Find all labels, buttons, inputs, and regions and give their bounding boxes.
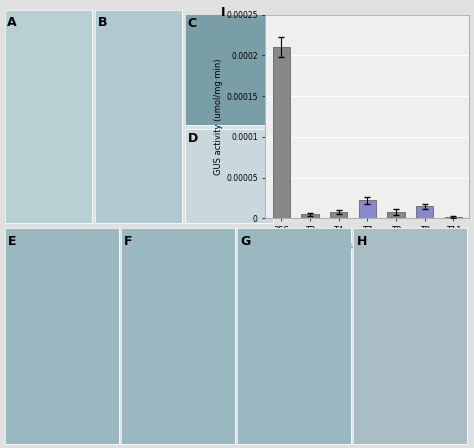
Text: H: H bbox=[356, 235, 367, 248]
Text: G: G bbox=[240, 235, 251, 248]
Y-axis label: GUS activity (umol/mg·min): GUS activity (umol/mg·min) bbox=[214, 58, 223, 175]
Bar bbox=[445, 217, 462, 218]
Bar bbox=[273, 47, 290, 218]
X-axis label: Transgenic lines: Transgenic lines bbox=[323, 241, 412, 250]
Text: D: D bbox=[188, 132, 198, 145]
Text: I: I bbox=[220, 6, 225, 19]
Text: B: B bbox=[98, 17, 107, 30]
Bar bbox=[330, 212, 347, 218]
Text: E: E bbox=[8, 235, 17, 248]
Text: A: A bbox=[8, 17, 17, 30]
Text: F: F bbox=[124, 235, 133, 248]
Bar bbox=[359, 200, 376, 218]
Bar bbox=[416, 206, 433, 218]
Bar bbox=[301, 214, 319, 218]
Bar bbox=[387, 212, 405, 218]
Text: C: C bbox=[188, 17, 197, 30]
